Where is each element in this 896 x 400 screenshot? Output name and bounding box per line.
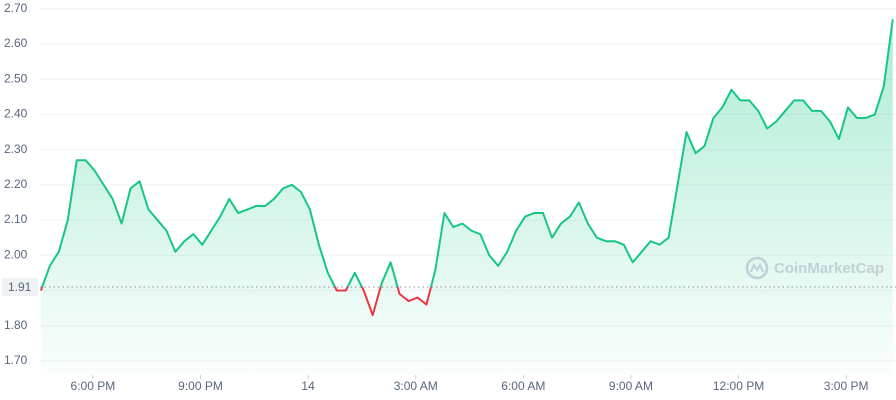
x-tick-label: 9:00 AM xyxy=(609,379,653,393)
y-tick-label: 2.00 xyxy=(4,247,28,261)
x-tick-label: 9:00 PM xyxy=(178,379,223,393)
price-area xyxy=(40,19,893,376)
reference-label-box xyxy=(2,277,38,296)
y-tick-label: 2.60 xyxy=(4,36,28,50)
y-tick-label: 1.70 xyxy=(4,353,28,367)
watermark-text: CoinMarketCap xyxy=(774,260,884,277)
y-tick-label: 2.70 xyxy=(4,1,28,15)
axis-labels: 1.701.801.902.002.102.202.302.402.502.60… xyxy=(2,1,868,393)
watermark: CoinMarketCap xyxy=(745,256,884,280)
y-tick-label: 2.20 xyxy=(4,177,28,191)
x-tick-label: 3:00 PM xyxy=(824,379,869,393)
x-tick-label: 14 xyxy=(301,379,315,393)
y-tick-label: 2.50 xyxy=(4,71,28,85)
y-tick-label: 2.10 xyxy=(4,212,28,226)
y-tick-label: 2.30 xyxy=(4,142,28,156)
price-line xyxy=(39,19,894,317)
reference-label: 1.91 xyxy=(8,280,32,294)
y-tick-label: 2.40 xyxy=(4,107,28,121)
plot xyxy=(39,19,896,376)
x-tick-label: 6:00 AM xyxy=(501,379,545,393)
y-tick-label: 1.80 xyxy=(4,318,28,332)
x-tick-label: 3:00 AM xyxy=(394,379,438,393)
x-tick-label: 12:00 PM xyxy=(713,379,764,393)
x-tick-label: 6:00 PM xyxy=(71,379,116,393)
